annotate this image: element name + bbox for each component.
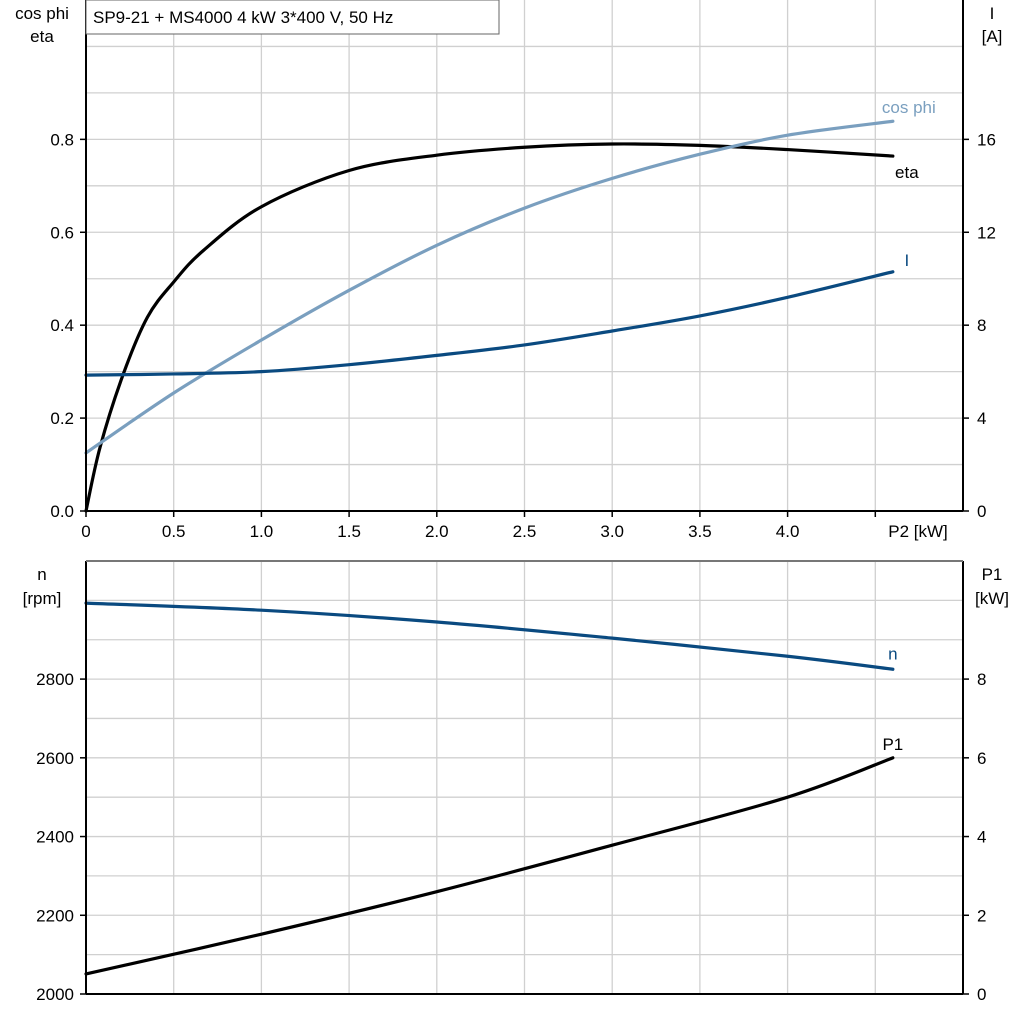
bottom-chart-grid [86,561,963,994]
series-label-p1: P1 [882,735,903,754]
y-tick-label-right: 2 [977,906,986,925]
series-label-eta: eta [895,163,919,182]
x-tick-label: 0 [81,522,90,541]
x-tick-label: 2.0 [425,522,449,541]
top-chart-grid [86,0,963,511]
y-axis-label-left: eta [30,27,54,46]
curve-p1 [84,756,895,976]
y-tick-label-right: 16 [977,130,996,149]
series-label-cos-phi: cos phi [882,98,936,117]
x-tick-label: 1.0 [250,522,274,541]
y-axis-label-left: n [37,565,46,584]
y-axis-label-right: I [990,4,995,23]
y-axis-label-left: cos phi [15,4,69,23]
y-tick-label-right: 12 [977,223,996,242]
curve-i [84,270,895,377]
y-tick-label-left: 2200 [36,906,74,925]
y-axis-label-left: [rpm] [23,589,62,608]
curve-n [84,601,895,671]
x-axis-label: P2 [kW] [888,522,948,541]
y-tick-label-left: 2600 [36,749,74,768]
y-tick-label-left: 0.8 [50,130,74,149]
x-tick-label: 4.0 [776,522,800,541]
y-tick-label-right: 0 [977,985,986,1004]
title-box: SP9-21 + MS4000 4 kW 3*400 V, 50 Hz [85,0,500,35]
x-tick-label: 2.5 [513,522,537,541]
curve-cos-phi [84,119,895,455]
y-tick-label-left: 0.4 [50,316,74,335]
x-tick-label: 0.5 [162,522,186,541]
y-tick-label-right: 0 [977,502,986,521]
y-tick-label-left: 2000 [36,985,74,1004]
y-tick-label-right: 6 [977,749,986,768]
y-tick-label-left: 0.6 [50,223,74,242]
y-tick-label-left: 2800 [36,670,74,689]
y-tick-label-left: 0.0 [50,502,74,521]
series-label-n: n [888,644,897,663]
y-tick-label-left: 0.2 [50,409,74,428]
y-tick-label-right: 4 [977,409,986,428]
y-tick-label-left: 2400 [36,828,74,847]
curves: eta cos phi In P1 [84,98,936,976]
x-tick-label: 3.0 [600,522,624,541]
y-axis-label-right: [A] [982,27,1003,46]
y-tick-label-right: 4 [977,828,986,847]
y-axis-label-right: [kW] [975,589,1009,608]
y-axis-label-right: P1 [982,565,1003,584]
y-tick-label-right: 8 [977,316,986,335]
axes: 0.0 0.2 0.4 0.6 0.8 0 4 8 12 16 cos phi eta I [A] 0 0.5… [15,0,1009,1004]
curve-eta [84,142,895,513]
chart-title: SP9-21 + MS4000 4 kW 3*400 V, 50 Hz [93,8,393,27]
y-tick-label-right: 8 [977,670,986,689]
x-tick-label: 3.5 [688,522,712,541]
x-tick-label: 1.5 [337,522,361,541]
series-label-i: I [904,251,909,270]
